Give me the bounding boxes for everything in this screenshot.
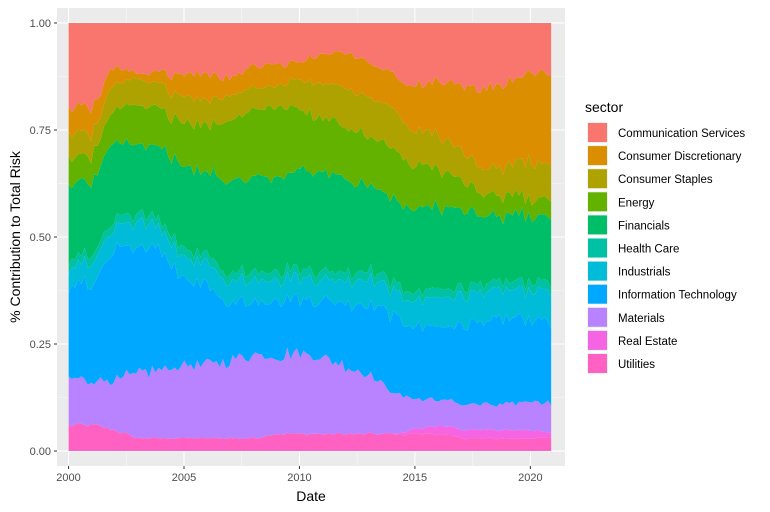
legend-swatch [588, 307, 607, 327]
legend: sector Communication Services Consumer Di… [585, 99, 745, 374]
y-axis: 0.00 0.25 0.50 0.75 1.00 [30, 18, 57, 458]
x-axis: 2000 2005 2010 2015 2020 [56, 466, 543, 484]
legend-swatch [588, 238, 607, 258]
legend-swatch [588, 284, 607, 304]
legend-label: Information Technology [618, 290, 737, 302]
y-tick-label: 0.00 [30, 446, 51, 458]
legend-swatch [588, 123, 607, 142]
x-axis-title: Date [296, 488, 326, 504]
legend-label: Utilities [618, 359, 655, 371]
legend-swatch [588, 330, 607, 350]
legend-label: Real Estate [618, 336, 677, 348]
area-energy [68, 103, 552, 225]
area-utilities [68, 423, 552, 452]
y-tick-label: 0.75 [30, 125, 51, 137]
area-consumer-staples [68, 76, 552, 206]
x-tick-label: 2000 [56, 472, 80, 484]
legend-label: Health Care [618, 244, 679, 256]
legend-label: Industrials [618, 267, 671, 279]
legend-swatch [588, 169, 607, 189]
area-layers [68, 22, 552, 452]
y-tick-label: 0.25 [30, 339, 51, 351]
area-financials [68, 138, 552, 297]
x-tick-label: 2005 [172, 472, 196, 484]
legend-swatch [588, 192, 607, 212]
legend-items: Communication Services Consumer Discretio… [587, 122, 745, 374]
area-communication-services [68, 22, 552, 114]
area-information-technology [68, 242, 552, 407]
legend-label: Consumer Discretionary [618, 151, 742, 163]
y-axis-title: % Contribution to Total Risk [7, 150, 23, 323]
area-consumer-discretionary [68, 50, 552, 176]
area-health-care [68, 209, 552, 306]
legend-label: Energy [618, 197, 655, 209]
y-tick-label: 0.50 [30, 232, 51, 244]
area-industrials [68, 217, 552, 332]
legend-label: Financials [618, 220, 670, 232]
legend-label: Materials [618, 313, 665, 325]
area-materials [68, 347, 552, 440]
area-real-estate [68, 423, 552, 440]
legend-swatch [588, 146, 607, 166]
y-tick-label: 1.00 [30, 18, 51, 30]
x-tick-label: 2010 [287, 472, 311, 484]
legend-swatch [588, 215, 607, 235]
legend-swatch [588, 354, 607, 373]
legend-swatch [588, 261, 607, 281]
x-tick-label: 2020 [518, 472, 542, 484]
x-tick-label: 2015 [403, 472, 427, 484]
legend-title: sector [585, 99, 623, 115]
legend-label: Consumer Staples [618, 174, 713, 186]
legend-label: Communication Services [618, 128, 745, 140]
